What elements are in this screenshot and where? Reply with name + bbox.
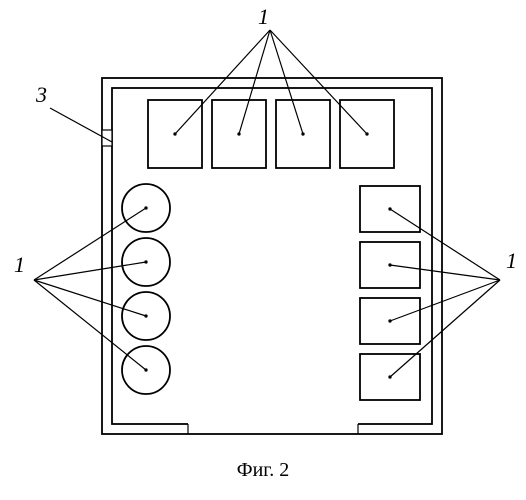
enclosure-frame [102,78,442,434]
figure-caption: Фиг. 2 [237,459,289,481]
label-1-left: 1 [14,252,25,277]
technical-diagram: 1 1 1 3 Фиг. 2 [0,0,526,500]
label-1-right: 1 [506,248,517,273]
leader-lines [34,30,500,379]
left-circle-group [122,184,170,394]
label-3: 3 [35,82,47,107]
top-rect-group [148,100,394,168]
right-rect-group [360,186,420,400]
label-1-top: 1 [258,4,269,29]
